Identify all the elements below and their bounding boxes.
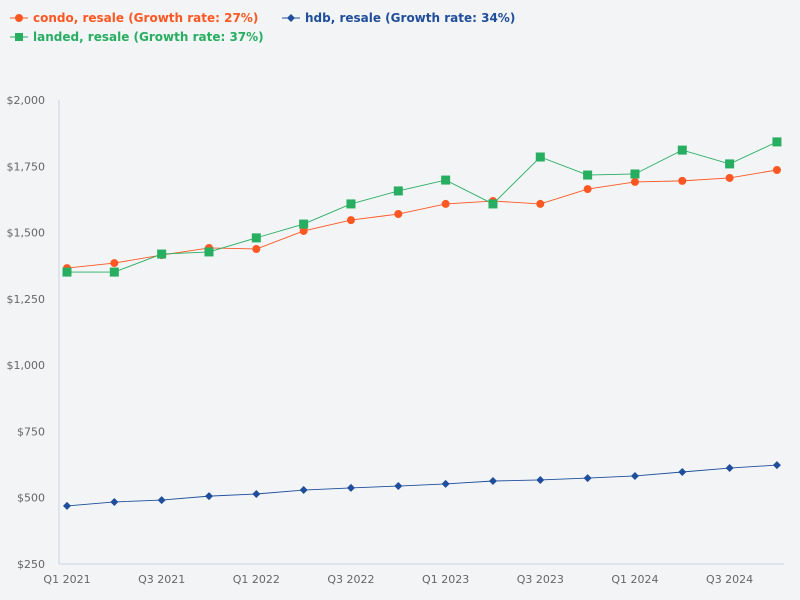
legend-item-hdb[interactable]: hdb, resale (Growth rate: 34%) [282, 11, 515, 25]
x-tick-label: Q1 2023 [422, 573, 469, 586]
data-point [251, 233, 261, 243]
data-point [583, 170, 593, 180]
data-point [772, 461, 781, 470]
data-point [536, 199, 545, 208]
data-point [630, 471, 639, 480]
data-point [346, 483, 355, 492]
data-point [157, 496, 166, 505]
x-tick-label: Q3 2022 [327, 573, 374, 586]
y-tick-label: $1,250 [7, 293, 46, 306]
data-point [63, 501, 71, 510]
data-point [678, 467, 687, 476]
data-point [488, 199, 498, 209]
legend-item-condo[interactable]: condo, resale (Growth rate: 27%) [10, 11, 258, 25]
data-point [583, 474, 592, 483]
series-line [66, 464, 777, 507]
data-point [393, 186, 403, 196]
data-point [678, 176, 687, 185]
data-point [252, 245, 261, 254]
y-tick-label: $1,500 [7, 227, 46, 240]
data-point [110, 497, 119, 506]
legend-label: landed, resale (Growth rate: 37%) [33, 30, 264, 44]
x-tick-label: Q3 2023 [517, 573, 564, 586]
data-point [441, 175, 451, 185]
y-tick-label: $750 [17, 425, 45, 438]
legend-label: hdb, resale (Growth rate: 34%) [305, 11, 516, 25]
x-tick-label: Q1 2024 [611, 573, 658, 586]
x-tick-label: Q3 2024 [706, 573, 753, 586]
data-point [394, 210, 403, 219]
data-point [677, 145, 687, 155]
y-tick-label: $2,000 [7, 94, 46, 107]
data-point [725, 173, 734, 182]
data-point [725, 159, 735, 169]
square-marker-icon [10, 33, 28, 41]
data-point [488, 477, 497, 486]
data-point [299, 486, 308, 495]
data-point [535, 152, 545, 162]
diamond-marker-icon [282, 14, 300, 22]
data-point [346, 216, 355, 225]
legend-label: condo, resale (Growth rate: 27%) [33, 11, 259, 25]
data-point [536, 475, 545, 484]
data-point [394, 482, 403, 491]
y-tick-label: $1,000 [7, 359, 46, 372]
data-point [157, 249, 167, 259]
x-tick-label: Q3 2021 [138, 573, 185, 586]
data-point [109, 267, 119, 277]
data-point [772, 137, 782, 147]
series-line [67, 141, 778, 273]
data-point [299, 219, 309, 229]
data-point [62, 267, 72, 277]
data-point [441, 479, 450, 488]
data-point [725, 464, 734, 473]
legend-item-landed[interactable]: landed, resale (Growth rate: 37%) [10, 30, 264, 44]
series-line [66, 169, 778, 269]
y-tick-label: $250 [17, 558, 45, 571]
data-point [252, 490, 261, 499]
data-point [583, 185, 592, 194]
data-point [204, 492, 213, 501]
data-point [772, 165, 781, 174]
x-tick-label: Q1 2022 [233, 573, 280, 586]
data-point [110, 259, 119, 268]
x-tick-label: Q1 2021 [43, 573, 90, 586]
data-point [346, 199, 356, 209]
data-point [204, 247, 214, 257]
data-point [630, 177, 639, 186]
y-tick-label: $1,750 [7, 160, 46, 173]
data-point [630, 169, 640, 179]
data-point [441, 199, 450, 208]
data-point [299, 226, 308, 235]
y-tick-label: $500 [17, 492, 45, 505]
circle-marker-icon [10, 14, 28, 22]
